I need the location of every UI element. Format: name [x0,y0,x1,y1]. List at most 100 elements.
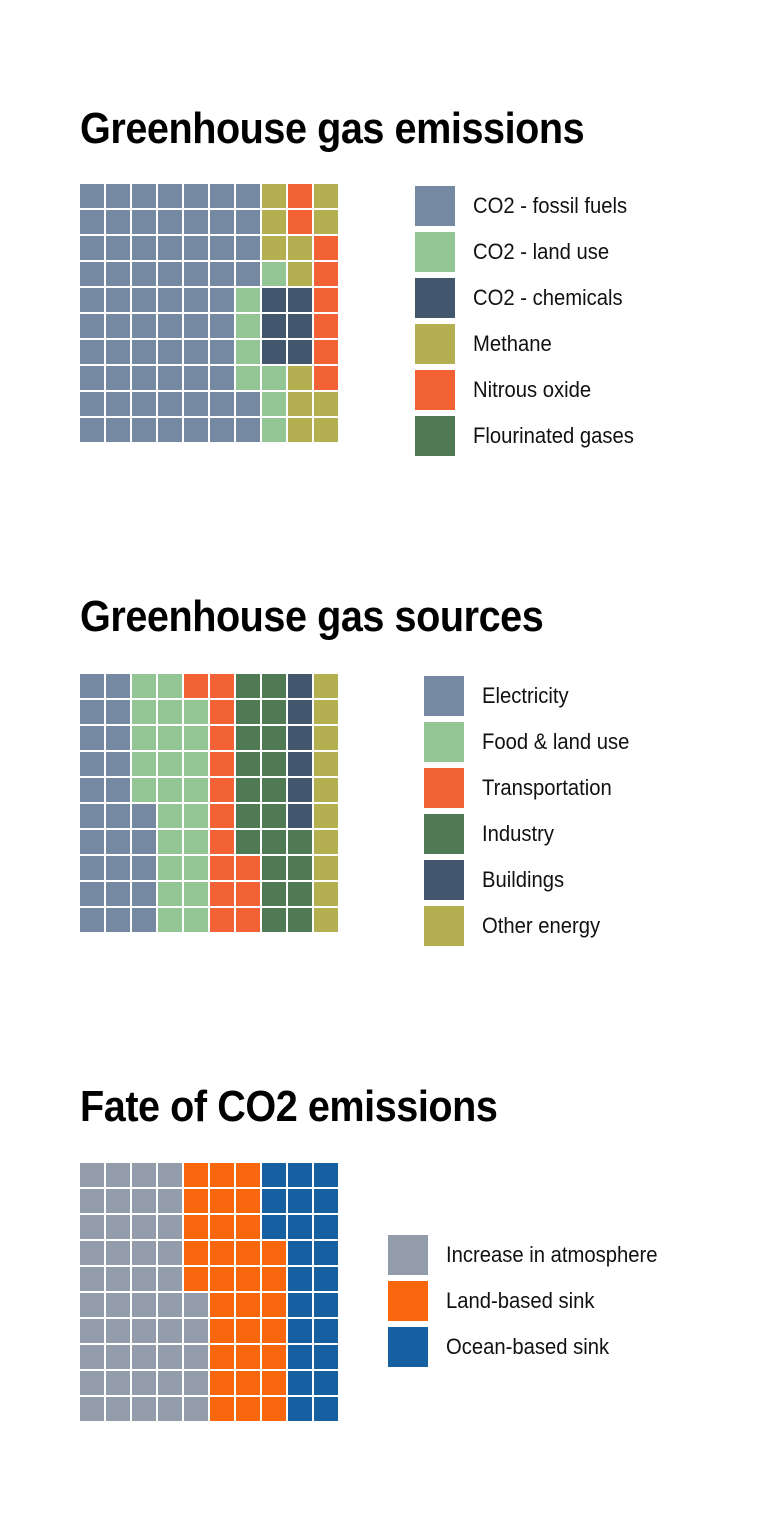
waffle-cell [106,236,130,260]
waffle-cell [314,726,338,750]
waffle-cell [210,700,234,724]
chart-title: Greenhouse gas sources [80,592,544,641]
waffle-cell [158,314,182,338]
waffle-cell [158,726,182,750]
waffle-cell [288,1215,312,1239]
waffle-cell [236,908,260,932]
waffle-cell [210,184,234,208]
waffle-cell [158,1267,182,1291]
legend-label: Transportation [482,775,612,800]
waffle-cell [106,262,130,286]
legend-label: Buildings [482,867,565,892]
waffle-cell [262,726,286,750]
waffle-cell [236,262,260,286]
waffle-cell [106,1345,130,1369]
waffle-cell [80,1293,104,1317]
waffle-cell [184,1293,208,1317]
waffle-cell [106,366,130,390]
legend-label: Methane [473,331,552,356]
legend-label: Electricity [482,683,569,708]
waffle-cell [184,340,208,364]
waffle-cell [288,882,312,906]
waffle-cell [314,288,338,312]
waffle-cell [288,804,312,828]
waffle-cell [210,1163,234,1187]
waffle-cell [314,700,338,724]
waffle-cell [314,340,338,364]
waffle-cell [132,1397,156,1421]
waffle-cell [184,1241,208,1265]
waffle-cell [236,340,260,364]
waffle-cell [184,366,208,390]
waffle-cell [184,184,208,208]
waffle-cell [158,1397,182,1421]
waffle-cell [236,366,260,390]
waffle-cell [262,340,286,364]
waffle-cell [184,778,208,802]
waffle-cell [288,1319,312,1343]
legend-swatch [415,416,455,456]
waffle-cell [184,674,208,698]
legend-swatch [424,906,464,946]
waffle-cell [314,778,338,802]
legend-label: CO2 - land use [473,239,610,264]
waffle-cell [236,882,260,906]
waffle-cell [314,262,338,286]
waffle-cell [132,1267,156,1291]
waffle-cell [314,1189,338,1213]
waffle-cell [80,1345,104,1369]
waffle-cell [106,418,130,442]
waffle-cell [132,726,156,750]
waffle-cell [132,314,156,338]
waffle-cell [210,882,234,906]
waffle-cell [106,1189,130,1213]
waffle-cell [314,804,338,828]
waffle-cell [158,1215,182,1239]
waffle-cell [106,1241,130,1265]
waffle-cell [236,778,260,802]
waffle-cell [184,1189,208,1213]
waffle-cell [288,908,312,932]
waffle-cell [132,262,156,286]
waffle-cell [236,804,260,828]
waffle-cell [314,908,338,932]
waffle-cell [158,210,182,234]
waffle-cell [184,288,208,312]
legend-swatch [424,676,464,716]
waffle-cell [288,1397,312,1421]
waffle-cell [106,1267,130,1291]
waffle-cell [314,1215,338,1239]
legend-swatch [424,722,464,762]
waffle-cell [262,1293,286,1317]
waffle-cell [210,392,234,416]
waffle-cell [262,1241,286,1265]
waffle-cell [210,288,234,312]
waffle-cell [184,1215,208,1239]
waffle-cell [158,830,182,854]
waffle-cell [262,262,286,286]
waffle-cell [314,1397,338,1421]
waffle-cell [262,210,286,234]
legend-label: Ocean-based sink [446,1334,610,1359]
waffle-cell [236,830,260,854]
waffle-cell [262,700,286,724]
waffle-cell [132,674,156,698]
waffle-cell [236,856,260,880]
waffle-cell [184,1371,208,1395]
waffle-cell [288,1345,312,1369]
waffle-cell [288,830,312,854]
waffle-cell [236,1241,260,1265]
waffle-cell [262,314,286,338]
waffle-cell [80,1371,104,1395]
waffle-cell [158,1371,182,1395]
waffle-cell [210,1241,234,1265]
waffle-cell [132,1241,156,1265]
waffle-cell [132,804,156,828]
waffle-cell [80,882,104,906]
waffle-cell [106,856,130,880]
waffle-cell [158,1319,182,1343]
waffle-cell [314,1319,338,1343]
waffle-cell [210,1189,234,1213]
waffle-cell [236,184,260,208]
waffle-cell [132,700,156,724]
